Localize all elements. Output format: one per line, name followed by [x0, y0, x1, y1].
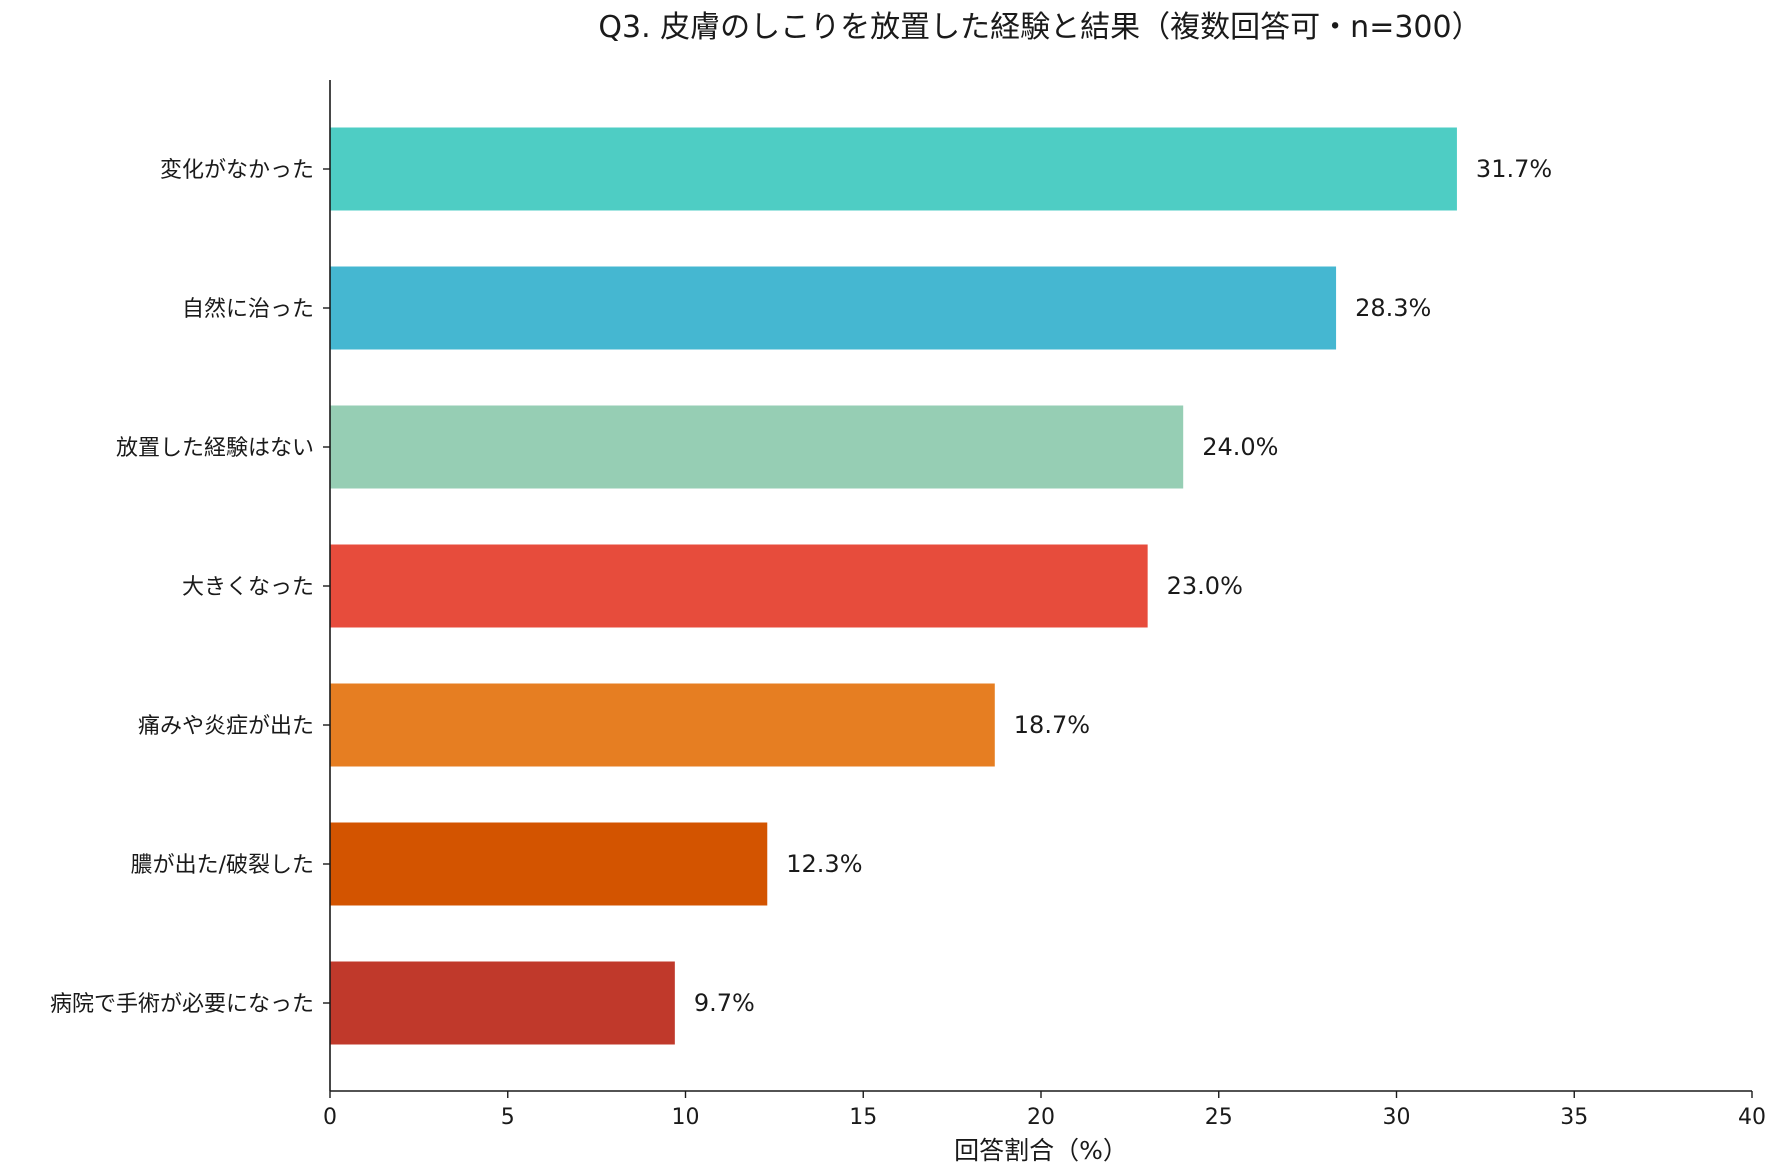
x-tick-label-5: 25: [1205, 1105, 1233, 1130]
bar-6: [330, 961, 675, 1045]
category-label-2: 放置した経験はない: [116, 436, 314, 461]
value-label-4: 18.7%: [1014, 711, 1090, 739]
bar-0: [330, 127, 1457, 211]
x-ticks-group: 0 5 10 15 20 25 30 35 40: [323, 1091, 1766, 1130]
category-label-1: 自然に治った: [182, 297, 314, 322]
x-tick-label-1: 5: [501, 1105, 515, 1130]
bar-5: [330, 822, 768, 906]
category-label-0: 変化がなかった: [160, 158, 314, 183]
category-labels-group: 変化がなかった自然に治った放置した経験はない大きくなった痛みや炎症が出た膿が出た…: [50, 158, 330, 1017]
value-label-6: 9.7%: [694, 989, 755, 1017]
category-label-5: 膿が出た/破裂した: [131, 853, 314, 878]
x-tick-label-4: 20: [1027, 1105, 1055, 1130]
x-tick-label-8: 40: [1738, 1105, 1766, 1130]
value-label-1: 28.3%: [1355, 294, 1431, 322]
x-tick-label-3: 15: [849, 1105, 877, 1130]
x-tick-label-6: 30: [1383, 1105, 1411, 1130]
value-label-3: 23.0%: [1167, 572, 1243, 600]
value-label-2: 24.0%: [1202, 433, 1278, 461]
category-label-3: 大きくなった: [182, 575, 314, 600]
x-axis-title: 回答割合（%）: [954, 1136, 1128, 1165]
value-label-5: 12.3%: [786, 850, 862, 878]
category-label-6: 病院で手術が必要になった: [50, 992, 314, 1017]
x-tick-label-0: 0: [323, 1105, 337, 1130]
category-label-4: 痛みや炎症が出た: [138, 714, 314, 739]
bar-1: [330, 266, 1337, 350]
bar-4: [330, 683, 995, 767]
bars-group: [330, 127, 1457, 1045]
bar-2: [330, 405, 1184, 489]
bar-3: [330, 544, 1148, 628]
value-labels-group: 31.7% 28.3% 24.0% 23.0% 18.7% 12.3% 9.7%: [694, 155, 1552, 1017]
x-tick-label-7: 35: [1560, 1105, 1588, 1130]
value-label-0: 31.7%: [1476, 155, 1552, 183]
chart-title: Q3. 皮膚のしこりを放置した経験と結果（複数回答可・n=300）: [598, 10, 1481, 45]
x-tick-label-2: 10: [672, 1105, 700, 1130]
